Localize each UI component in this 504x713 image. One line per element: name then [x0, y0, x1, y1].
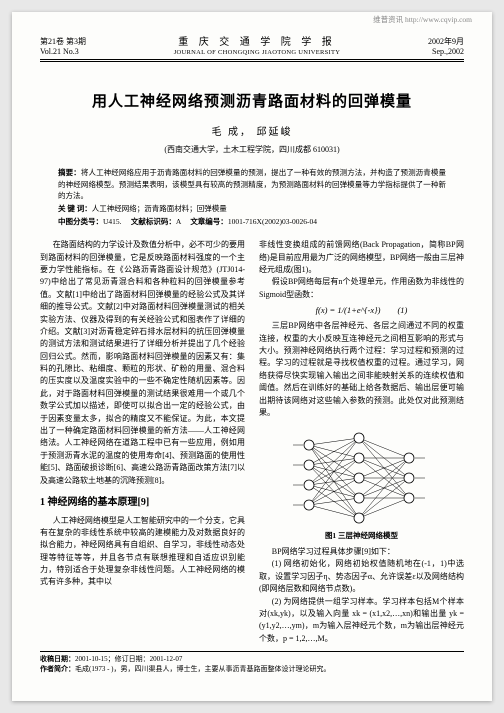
- authorbio-text: 毛成(1973 - )，男，四川渠县人，博士生，主要从事沥青基路面整体设计理论研…: [75, 665, 331, 673]
- header-center: 重 庆 交 通 学 院 学 报 JOURNAL OF CHONGQING JIA…: [86, 36, 428, 57]
- received-date: 收稿日期：2001-10-15；修订日期：2001-12-07: [40, 655, 464, 665]
- abstract-text: 将人工神经网络应用于沥青路面材料的回弹模量的预测，提出了一种有效的预测方法，并构…: [58, 168, 446, 200]
- neural-network-diagram: [287, 423, 437, 528]
- author-bio: 作者简介：毛成(1973 - )，男，四川渠县人，博士生，主要从事沥青基路面整体…: [40, 665, 464, 675]
- doccode-label: 文献标识码：: [131, 217, 176, 226]
- paper-title: 用人工神经网络预测沥青路面材料的回弹模量: [40, 90, 464, 111]
- figure-1-caption: 图1 三层神经网络模型: [259, 530, 464, 542]
- right-p1: 非线性变换组成的前馈网络(Back Propagation，简称BP网络)是目前…: [259, 239, 464, 276]
- authors: 毛 成， 邱延峻: [40, 123, 464, 138]
- abstract: 摘要：将人工神经网络应用于沥青路面材料的回弹模量的预测，提出了一种有效的预测方法…: [58, 167, 446, 201]
- keywords-line: 关 键 词：人工神经网络；沥青路面材料；回弹模量: [58, 203, 446, 214]
- clc-label: 中图分类号：: [58, 217, 103, 226]
- formula-1: f(x) = 1/(1+e^{-x}) (1): [259, 304, 464, 317]
- classification-line: 中图分类号：U415. 文献标识码：A 文章编号：1001-716X(2002)…: [58, 216, 446, 227]
- journal-cn: 重 庆 交 通 学 院 学 报: [86, 36, 428, 49]
- right-p3: 三层BP网络中各层神经元、各层之间通过不同的权重连接，权重的大小反映互连神经元之…: [259, 320, 464, 419]
- journal-en: JOURNAL OF CHONGQING JIAOTONG UNIVERSITY: [86, 49, 428, 57]
- right-p2: 假设BP网络每层有n个处理单元，作用函数为非线性的Sigmoid型函数：: [259, 276, 464, 301]
- right-column: 非线性变换组成的前馈网络(Back Propagation，简称BP网络)是目前…: [259, 239, 464, 645]
- recv-text: 2001-10-15；修订日期：2001-12-07: [75, 655, 182, 663]
- keywords-label: 关 键 词：: [58, 204, 92, 213]
- right-p5: (1) 网络初始化，网络初始权值随机地在(-1，1)中选取，设置学习因子η、势态…: [259, 558, 464, 595]
- keywords-text: 人工神经网络；沥青路面材料；回弹模量: [92, 204, 227, 213]
- abstract-label: 摘要：: [58, 168, 81, 177]
- recv-label: 收稿日期：: [40, 655, 75, 663]
- date-en: Sep.,2002: [428, 47, 464, 57]
- clc-text: U415.: [103, 217, 122, 226]
- date-cn: 2002年9月: [428, 37, 464, 47]
- footnote-block: 收稿日期：2001-10-15；修订日期：2001-12-07 作者简介：毛成(…: [40, 651, 464, 675]
- formula-1-num: (1): [397, 305, 407, 315]
- articleid-label: 文章编号：: [190, 217, 228, 226]
- section-heading-1: 1 神经网络的基本原理[9]: [40, 495, 245, 511]
- left-p1: 在路面结构的力学设计及数值分析中，必不可少的要用到路面材料的回弹模量，它是反映路…: [40, 239, 245, 487]
- header-rule: [40, 61, 464, 62]
- formula-1-expr: f(x) = 1/(1+e^{-x}): [316, 305, 381, 315]
- right-p4: BP网络学习过程具体步骤[9]如下：: [259, 546, 464, 558]
- articleid-text: 1001-716X(2002)03-0026-04: [228, 217, 317, 226]
- header-left: 第21卷 第3期 Vol.21 No.3: [40, 37, 86, 58]
- left-column: 在路面结构的力学设计及数值分析中，必不可少的要用到路面材料的回弹模量，它是反映路…: [40, 239, 245, 645]
- figure-1: 图1 三层神经网络模型: [259, 423, 464, 542]
- volume-en: Vol.21 No.3: [40, 47, 86, 57]
- header-right: 2002年9月 Sep.,2002: [428, 37, 464, 58]
- watermark: 维普资讯 http://www.cqvip.com: [373, 14, 472, 25]
- affiliation: (西南交通大学，土木工程学院，四川成都 610031): [40, 144, 464, 155]
- doccode-text: A: [176, 217, 181, 226]
- volume-cn: 第21卷 第3期: [40, 37, 86, 47]
- authorbio-label: 作者简介：: [40, 665, 75, 673]
- page: 维普资讯 http://www.cqvip.com 第21卷 第3期 Vol.2…: [12, 12, 492, 701]
- right-p6: (2) 为网络提供一组学习样本。学习样本包括M个样本对(xk,yk)，以及输入向…: [259, 596, 464, 646]
- left-p2: 人工神经网络模型是人工智能研究中的一个分支，它具有在复杂的非线性系统中较高的建模…: [40, 515, 245, 589]
- body-columns: 在路面结构的力学设计及数值分析中，必不可少的要用到路面材料的回弹模量，它是反映路…: [40, 239, 464, 645]
- running-header: 第21卷 第3期 Vol.21 No.3 重 庆 交 通 学 院 学 报 JOU…: [40, 36, 464, 60]
